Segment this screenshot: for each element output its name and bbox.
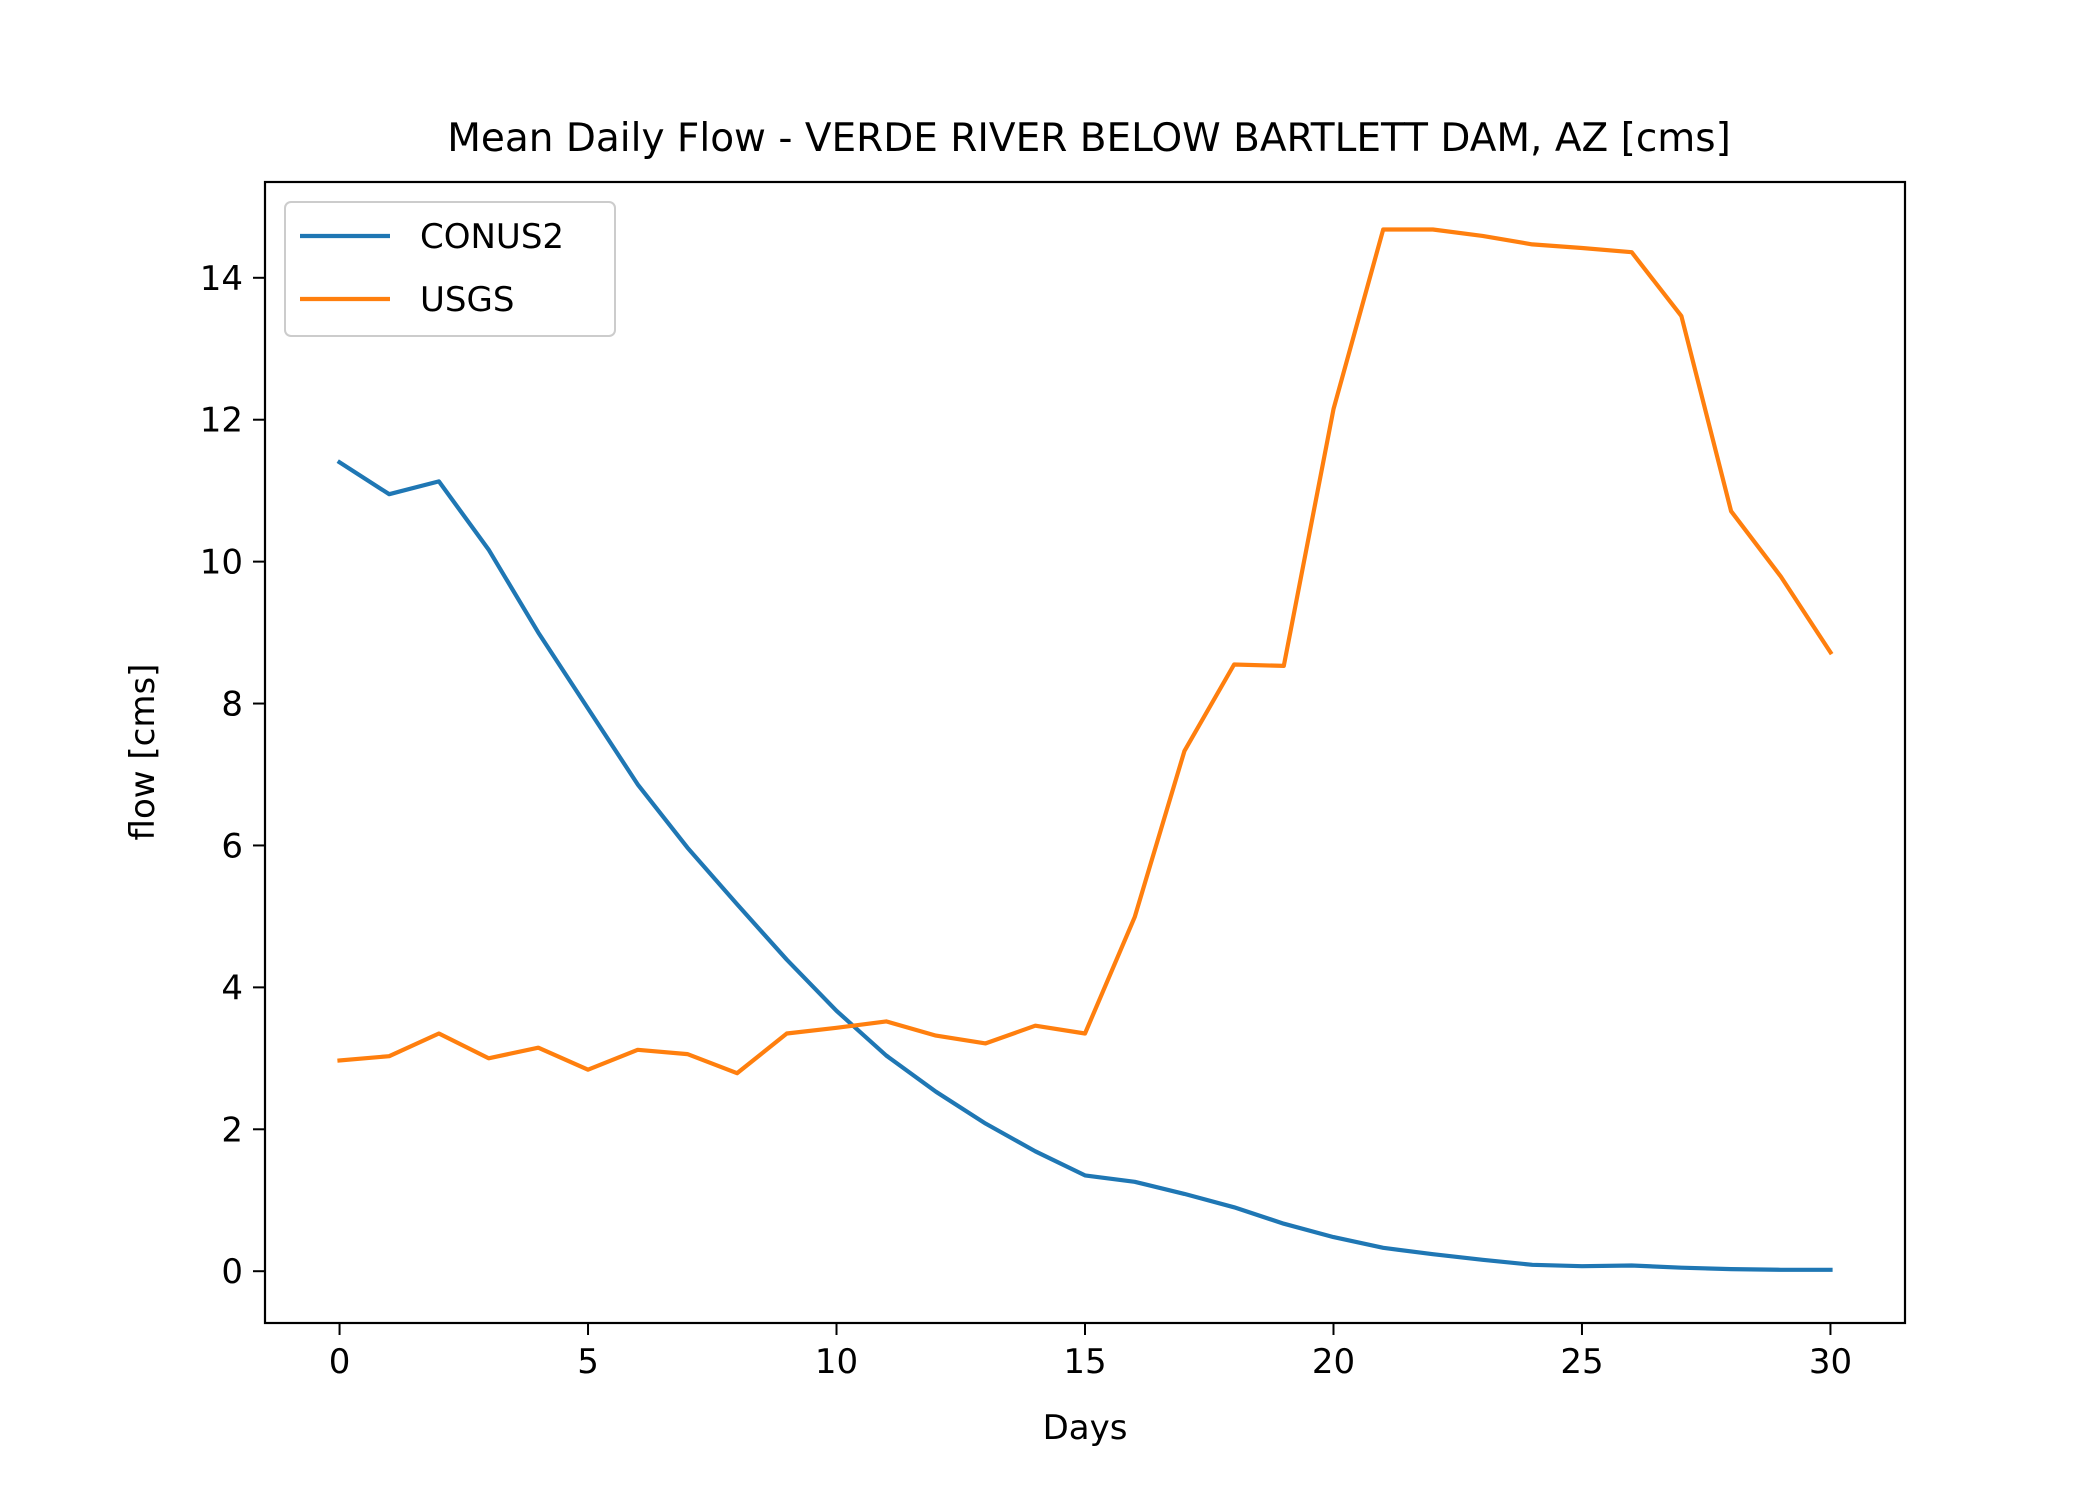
x-tick-label: 25 [1560, 1342, 1603, 1382]
x-tick-label: 0 [329, 1342, 351, 1382]
y-tick-label: 14 [200, 259, 243, 299]
x-tick-label: 20 [1312, 1342, 1355, 1382]
legend: CONUS2 USGS [284, 201, 616, 337]
x-tick-label: 5 [577, 1342, 599, 1382]
y-tick-label: 8 [221, 685, 243, 725]
legend-label-conus2: CONUS2 [420, 217, 564, 257]
y-tick-label: 12 [200, 401, 243, 441]
x-axis: 0 5 10 15 20 25 30 [329, 1323, 1852, 1382]
x-tick-label: 30 [1809, 1342, 1852, 1382]
x-axis-label: Days [1043, 1408, 1128, 1448]
y-axis-label: flow [cms] [123, 664, 163, 841]
y-tick-label: 0 [221, 1252, 243, 1292]
x-tick-label: 15 [1063, 1342, 1106, 1382]
y-axis: 0 2 4 6 8 10 12 14 [200, 259, 265, 1292]
x-tick-label: 10 [815, 1342, 858, 1382]
y-tick-label: 2 [221, 1110, 243, 1150]
series-line-usgs [337, 227, 1834, 1076]
y-tick-label: 4 [221, 968, 243, 1008]
chart-title: Mean Daily Flow - VERDE RIVER BELOW BART… [447, 116, 1731, 161]
legend-label-usgs: USGS [420, 280, 514, 320]
y-tick-label: 6 [221, 826, 243, 866]
y-tick-label: 10 [200, 543, 243, 583]
series-line-conus2 [336, 459, 1833, 1272]
plot-area [336, 227, 1834, 1272]
